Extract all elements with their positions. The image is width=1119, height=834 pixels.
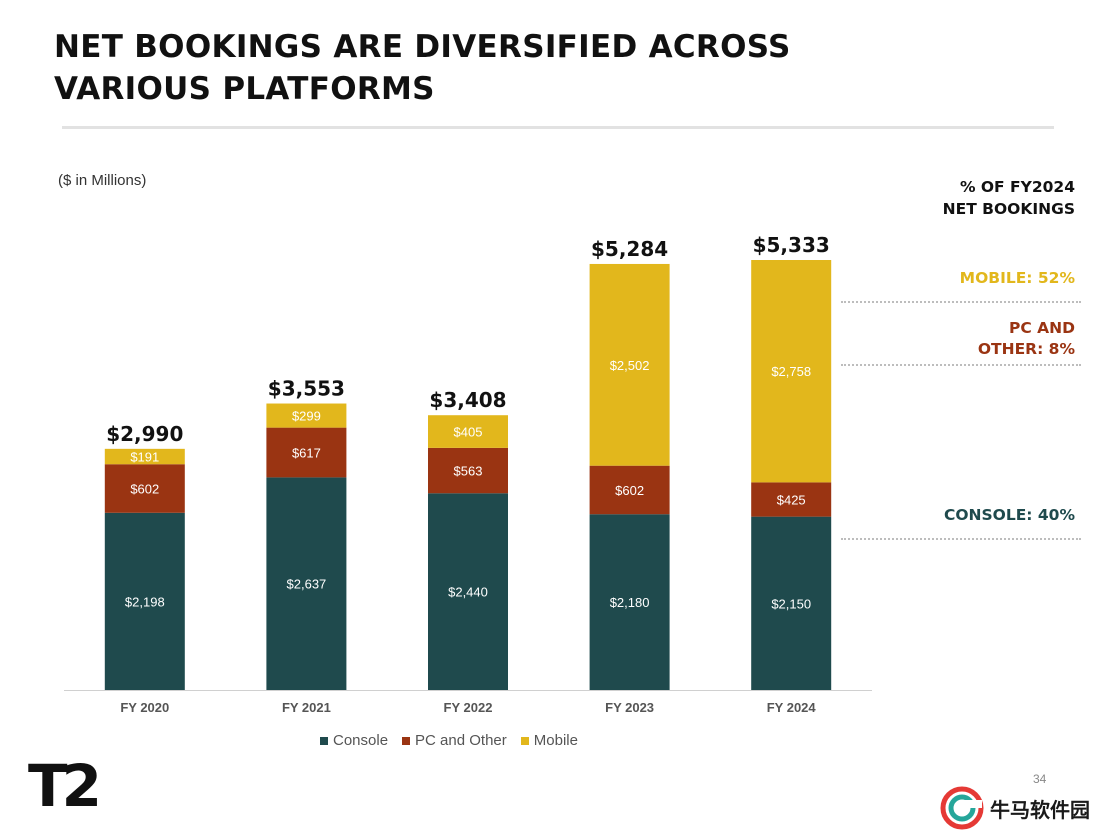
chart-legend: Console PC and Other Mobile: [320, 732, 578, 749]
mobile-divider: [841, 301, 1081, 303]
bar-label-pc-3: $563: [454, 464, 483, 479]
legend-label-pc: PC and Other: [415, 732, 507, 749]
page-number: 34: [1033, 772, 1047, 786]
bar-label-mobile-1: $191: [130, 450, 159, 465]
x-tick-label-2: FY 2021: [282, 700, 331, 715]
legend-swatch-pc: [402, 736, 411, 745]
x-tick-label-3: FY 2022: [444, 700, 493, 715]
total-label-3: $3,408: [429, 388, 506, 412]
title-line-1: NET BOOKINGS ARE DIVERSIFIED ACROSS: [54, 29, 791, 65]
side-heading-line-2: NET BOOKINGS: [942, 200, 1075, 218]
bar-label-mobile-4: $2,502: [610, 358, 650, 373]
legend-swatch-console: [320, 736, 328, 745]
bar-mobile-4: [589, 263, 670, 466]
bar-label-console-2: $2,637: [287, 577, 327, 592]
total-label-4: $5,284: [591, 237, 668, 261]
bar-mobile-5: [751, 260, 832, 483]
x-tick-label-1: FY 2020: [120, 700, 169, 715]
side-label-console-text: CONSOLE: 40%: [943, 506, 1075, 524]
bar-label-console-4: $2,180: [610, 595, 650, 610]
x-tick-label-4: FY 2023: [605, 700, 654, 715]
side-label-pc: PC AND OTHER: 8%: [978, 318, 1075, 360]
bar-pc-4: [589, 465, 670, 515]
watermark-logo-icon: [940, 786, 984, 830]
bar-mobile-3: [428, 415, 508, 448]
unit-note: ($ in Millions): [58, 172, 147, 189]
bar-mobile-1: [104, 448, 185, 465]
bar-label-pc-1: $602: [130, 482, 159, 497]
title-divider: [62, 126, 1054, 129]
bar-label-console-1: $2,198: [125, 594, 165, 609]
total-label-5: $5,333: [753, 233, 830, 257]
bar-pc-3: [428, 447, 508, 494]
bar-console-1: [104, 512, 185, 690]
console-divider: [841, 538, 1081, 540]
bar-console-4: [589, 514, 670, 690]
t2-logo: T2: [28, 758, 98, 810]
legend-item-pc: PC and Other: [402, 732, 507, 749]
bar-label-pc-5: $425: [777, 493, 806, 508]
bar-mobile-2: [266, 403, 347, 428]
bar-label-console-3: $2,440: [448, 585, 488, 600]
bar-console-5: [751, 516, 832, 690]
bar-label-pc-2: $617: [292, 446, 321, 461]
side-label-pc-line-1: PC AND: [1009, 319, 1075, 337]
bar-label-mobile-2: $299: [292, 409, 321, 424]
bar-label-pc-4: $602: [615, 483, 644, 498]
x-tick-label-5: FY 2024: [767, 700, 817, 715]
side-panel-heading: % OF FY2024 NET BOOKINGS: [943, 176, 1075, 220]
side-label-pc-line-2: OTHER: 8%: [977, 340, 1075, 358]
bar-label-mobile-5: $2,758: [771, 364, 811, 379]
total-label-2: $3,553: [268, 377, 345, 401]
legend-swatch-mobile: [520, 736, 529, 745]
legend-item-mobile: Mobile: [520, 732, 578, 749]
legend-label-mobile: Mobile: [533, 732, 578, 749]
side-heading-line-1: % OF FY2024: [959, 178, 1075, 196]
bar-pc-5: [751, 482, 832, 517]
title-line-2: VARIOUS PLATFORMS: [54, 71, 435, 107]
legend-label-console: Console: [333, 732, 389, 749]
side-label-console: CONSOLE: 40%: [944, 505, 1075, 526]
watermark: 牛马软件园: [940, 786, 1090, 830]
bar-pc-2: [266, 427, 347, 478]
bar-label-mobile-3: $405: [454, 425, 483, 440]
page-title: NET BOOKINGS ARE DIVERSIFIED ACROSS VARI…: [54, 26, 954, 110]
watermark-text: 牛马软件园: [990, 797, 1090, 822]
side-label-mobile-text: MOBILE: 52%: [959, 269, 1075, 287]
total-label-1: $2,990: [106, 422, 183, 446]
legend-item-console: Console: [320, 732, 388, 749]
bar-console-3: [428, 493, 508, 690]
bar-console-2: [266, 477, 347, 690]
pc-divider: [841, 364, 1081, 366]
bar-label-console-5: $2,150: [771, 596, 811, 611]
t2-logo-text: T2: [28, 758, 98, 810]
bar-pc-1: [104, 464, 185, 513]
side-label-mobile: MOBILE: 52%: [960, 268, 1075, 289]
